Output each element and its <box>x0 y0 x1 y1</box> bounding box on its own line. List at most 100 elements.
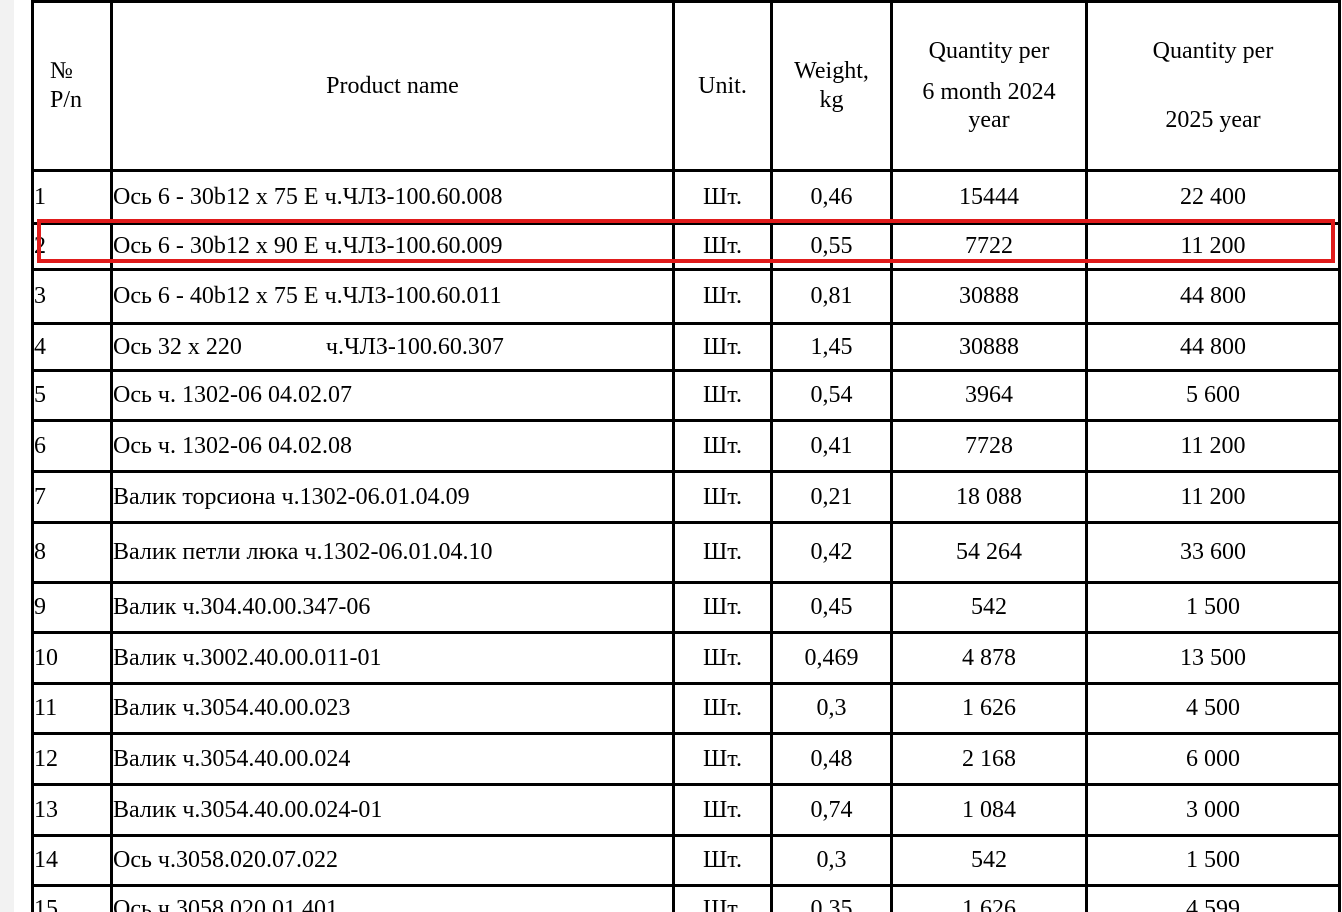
cell-weight: 0,55 <box>770 222 893 271</box>
cell-product-name: Ось ч.3058.020.01.401 <box>110 884 675 912</box>
cell-quantity-2024: 1 626 <box>890 884 1088 912</box>
cell-number: 13 <box>31 783 113 837</box>
header-weight-unit: kg <box>819 87 844 113</box>
cell-number: 14 <box>31 834 113 887</box>
table-row: 12 Валик ч.3054.40.00.024 Шт. 0,48 2 168 6 00… <box>31 732 1341 786</box>
cell-weight: 0,469 <box>770 631 893 685</box>
cell-quantity-2025: 11 200 <box>1085 222 1341 271</box>
header-number-label: P/n <box>50 87 83 113</box>
cell-number: 4 <box>31 322 113 372</box>
cell-unit: Шт. <box>672 521 773 584</box>
table-body: 1 Ось 6 - 30b12 х 75 Е ч.ЧЛЗ-100.60.008 Шт… <box>31 169 1341 912</box>
cell-number: 6 <box>31 419 113 473</box>
cell-number: 3 <box>31 268 113 325</box>
cell-product-name: Валик ч.3054.40.00.024 <box>110 732 675 786</box>
table-row: 5 Ось ч. 1302-06 04.02.07 Шт. 0,54 3964 5 600 <box>31 369 1341 422</box>
cell-number: 5 <box>31 369 113 422</box>
cell-quantity-2025: 4 500 <box>1085 682 1341 735</box>
cell-quantity-2024: 30888 <box>890 268 1088 325</box>
cell-weight: 1,45 <box>770 322 893 372</box>
cell-unit: Шт. <box>672 470 773 524</box>
cell-number: 1 <box>31 169 113 225</box>
cell-product-name: Ось ч. 1302-06 04.02.07 <box>110 369 675 422</box>
cell-number: 2 <box>31 222 113 271</box>
cell-quantity-2025: 44 800 <box>1085 268 1341 325</box>
cell-weight: 0,45 <box>770 581 893 634</box>
cell-quantity-2025: 33 600 <box>1085 521 1341 584</box>
cell-number: 10 <box>31 631 113 685</box>
header-quantity-2024-line3: year <box>968 107 1010 134</box>
cell-weight: 0,54 <box>770 369 893 422</box>
cell-product-name: Ось 6 - 40b12 х 75 Е ч.ЧЛЗ-100.60.011 <box>110 268 675 325</box>
header-unit-label: Unit. <box>698 72 747 99</box>
cell-quantity-2025: 1 500 <box>1085 834 1341 887</box>
header-quantity-2024: Quantity per 6 month 2024 year <box>890 0 1088 172</box>
product-table: № P/n Product name Unit. Weight, kg Quan… <box>31 0 1341 912</box>
header-number-symbol: № <box>50 58 73 85</box>
header-quantity-2024-line1: Quantity per <box>928 37 1050 64</box>
cell-number: 7 <box>31 470 113 524</box>
cell-product-name: Ось ч. 1302-06 04.02.08 <box>110 419 675 473</box>
cell-weight: 0,74 <box>770 783 893 837</box>
cell-unit: Шт. <box>672 369 773 422</box>
cell-product-name: Валик ч.3054.40.00.024-01 <box>110 783 675 837</box>
cell-product-name: Валик ч.304.40.00.347-06 <box>110 581 675 634</box>
cell-quantity-2024: 18 088 <box>890 470 1088 524</box>
cell-number: 11 <box>31 682 113 735</box>
cell-unit: Шт. <box>672 268 773 325</box>
cell-weight: 0,35 <box>770 884 893 912</box>
cell-product-name: Ось ч.3058.020.07.022 <box>110 834 675 887</box>
page-margin <box>0 0 14 912</box>
header-weight: Weight, kg <box>770 0 893 172</box>
cell-unit: Шт. <box>672 732 773 786</box>
cell-weight: 0,3 <box>770 834 893 887</box>
cell-quantity-2024: 7722 <box>890 222 1088 271</box>
header-unit: Unit. <box>672 0 773 172</box>
cell-quantity-2024: 542 <box>890 834 1088 887</box>
table-row: 8 Валик петли люка ч.1302-06.01.04.10 Шт. 0… <box>31 521 1341 584</box>
table-row: 10 Валик ч.3002.40.00.011-01 Шт. 0,469 4 878… <box>31 631 1341 685</box>
cell-quantity-2024: 15444 <box>890 169 1088 225</box>
cell-product-name: Ось 6 - 30b12 х 90 Е ч.ЧЛЗ-100.60.009 <box>110 222 675 271</box>
cell-unit: Шт. <box>672 322 773 372</box>
header-product-name: Product name <box>110 0 675 172</box>
cell-weight: 0,41 <box>770 419 893 473</box>
header-quantity-2025-line1: Quantity per <box>1152 38 1274 65</box>
cell-quantity-2024: 30888 <box>890 322 1088 372</box>
cell-quantity-2024: 2 168 <box>890 732 1088 786</box>
cell-product-name: Ось 6 - 30b12 х 75 Е ч.ЧЛЗ-100.60.008 <box>110 169 675 225</box>
cell-unit: Шт. <box>672 419 773 473</box>
table-row: 1 Ось 6 - 30b12 х 75 Е ч.ЧЛЗ-100.60.008 Шт… <box>31 169 1341 225</box>
cell-quantity-2024: 1 084 <box>890 783 1088 837</box>
cell-weight: 0,21 <box>770 470 893 524</box>
cell-quantity-2025: 1 500 <box>1085 581 1341 634</box>
table-row: 14 Ось ч.3058.020.07.022 Шт. 0,3 542 1 500 <box>31 834 1341 887</box>
cell-product-name: Валик торсиона ч.1302-06.01.04.09 <box>110 470 675 524</box>
cell-quantity-2025: 5 600 <box>1085 369 1341 422</box>
table-row: 7 Валик торсиона ч.1302-06.01.04.09 Шт. 0,2… <box>31 470 1341 524</box>
cell-number: 15 <box>31 884 113 912</box>
cell-weight: 0,48 <box>770 732 893 786</box>
cell-quantity-2025: 13 500 <box>1085 631 1341 685</box>
table-row: 6 Ось ч. 1302-06 04.02.08 Шт. 0,41 7728 11 20… <box>31 419 1341 473</box>
cell-weight: 0,46 <box>770 169 893 225</box>
cell-number: 12 <box>31 732 113 786</box>
cell-quantity-2024: 3964 <box>890 369 1088 422</box>
header-quantity-2024-line2: 6 month 2024 <box>922 78 1056 105</box>
cell-quantity-2025: 11 200 <box>1085 470 1341 524</box>
table-row: 2 Ось 6 - 30b12 х 90 Е ч.ЧЛЗ-100.60.009 Шт… <box>31 222 1341 271</box>
table-row: 11 Валик ч.3054.40.00.023 Шт. 0,3 1 626 4 500 <box>31 682 1341 735</box>
cell-quantity-2024: 4 878 <box>890 631 1088 685</box>
cell-quantity-2025: 4 599 <box>1085 884 1341 912</box>
cell-weight: 0,42 <box>770 521 893 584</box>
cell-product-name: Валик петли люка ч.1302-06.01.04.10 <box>110 521 675 584</box>
cell-quantity-2024: 7728 <box>890 419 1088 473</box>
header-row: № P/n Product name Unit. Weight, kg Quan… <box>31 0 1341 172</box>
cell-weight: 0,81 <box>770 268 893 325</box>
header-weight-label: Weight, <box>794 58 869 85</box>
cell-number: 9 <box>31 581 113 634</box>
header-quantity-2025-line2: 2025 year <box>1165 107 1261 133</box>
header-quantity-2025: Quantity per 2025 year <box>1085 0 1341 172</box>
cell-quantity-2025: 22 400 <box>1085 169 1341 225</box>
